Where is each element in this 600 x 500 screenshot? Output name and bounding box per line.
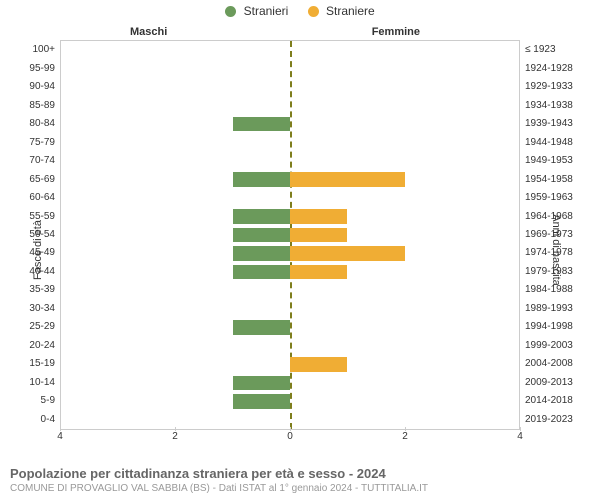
row-70-74: 70-741949-1953 <box>61 152 519 170</box>
legend-female: Straniere <box>308 4 375 18</box>
birth-label: 1984-1988 <box>519 285 573 295</box>
age-label: 75-79 <box>29 138 61 148</box>
birth-label: 1989-1993 <box>519 304 573 314</box>
row-50-54: 50-541969-1973 <box>61 226 519 244</box>
row-30-34: 30-341989-1993 <box>61 300 519 318</box>
birth-label: 1999-2003 <box>519 341 573 351</box>
birth-label: 2014-2018 <box>519 396 573 406</box>
age-label: 45-49 <box>29 248 61 258</box>
xtick-label: 0 <box>287 431 293 442</box>
age-label: 80-84 <box>29 119 61 129</box>
bar-male <box>233 265 290 279</box>
row-15-19: 15-192004-2008 <box>61 355 519 373</box>
age-label: 70-74 <box>29 156 61 166</box>
row-85-89: 85-891934-1938 <box>61 96 519 114</box>
age-label: 55-59 <box>29 212 61 222</box>
birth-label: 1939-1943 <box>519 119 573 129</box>
birth-label: 1979-1983 <box>519 267 573 277</box>
bar-male <box>233 394 290 408</box>
row-100+: 100+≤ 1923 <box>61 41 519 59</box>
birth-label: 2004-2008 <box>519 359 573 369</box>
age-label: 35-39 <box>29 285 61 295</box>
bar-female <box>290 209 347 223</box>
xtick-label: 2 <box>402 431 408 442</box>
xtick-label: 4 <box>57 431 63 442</box>
age-label: 100+ <box>32 45 61 55</box>
bar-male <box>233 228 290 242</box>
xtick-label: 2 <box>172 431 178 442</box>
row-95-99: 95-991924-1928 <box>61 59 519 77</box>
chart-title: Popolazione per cittadinanza straniera p… <box>10 466 590 481</box>
legend-female-label: Straniere <box>326 4 375 18</box>
xtick-label: 4 <box>517 431 523 442</box>
age-label: 65-69 <box>29 175 61 185</box>
x-axis: 4 2 0 2 4 <box>60 431 520 445</box>
legend-male-label: Stranieri <box>244 4 289 18</box>
birth-label: 1959-1963 <box>519 193 573 203</box>
legend-male: Stranieri <box>225 4 288 18</box>
bar-male <box>233 172 290 186</box>
birth-label: 1924-1928 <box>519 64 573 74</box>
age-label: 0-4 <box>41 415 61 425</box>
population-pyramid-chart: Stranieri Straniere Maschi Femmine Fasce… <box>0 0 600 500</box>
birth-label: 2019-2023 <box>519 415 573 425</box>
birth-label: 1934-1938 <box>519 101 573 111</box>
bar-male <box>233 117 290 131</box>
chart-subtitle: COMUNE DI PROVAGLIO VAL SABBIA (BS) - Da… <box>10 483 590 494</box>
legend: Stranieri Straniere <box>0 4 600 18</box>
row-80-84: 80-841939-1943 <box>61 115 519 133</box>
row-75-79: 75-791944-1948 <box>61 133 519 151</box>
birth-label: 1954-1958 <box>519 175 573 185</box>
bar-female <box>290 246 405 260</box>
age-label: 10-14 <box>29 378 61 388</box>
bar-female <box>290 228 347 242</box>
row-25-29: 25-291994-1998 <box>61 318 519 336</box>
age-label: 30-34 <box>29 304 61 314</box>
age-label: 15-19 <box>29 359 61 369</box>
row-40-44: 40-441979-1983 <box>61 263 519 281</box>
birth-label: 1994-1998 <box>519 322 573 332</box>
birth-label: 1944-1948 <box>519 138 573 148</box>
birth-label: 1969-1973 <box>519 230 573 240</box>
birth-label: 1949-1953 <box>519 156 573 166</box>
footer: Popolazione per cittadinanza straniera p… <box>10 466 590 494</box>
birth-label: 1964-1968 <box>519 212 573 222</box>
bar-female <box>290 265 347 279</box>
birth-label: 1929-1933 <box>519 82 573 92</box>
row-35-39: 35-391984-1988 <box>61 281 519 299</box>
age-label: 60-64 <box>29 193 61 203</box>
birth-label: ≤ 1923 <box>519 45 556 55</box>
row-20-24: 20-241999-2003 <box>61 337 519 355</box>
row-90-94: 90-941929-1933 <box>61 78 519 96</box>
bar-male <box>233 209 290 223</box>
row-65-69: 65-691954-1958 <box>61 170 519 188</box>
legend-female-swatch <box>308 6 319 17</box>
row-10-14: 10-142009-2013 <box>61 374 519 392</box>
age-label: 20-24 <box>29 341 61 351</box>
row-55-59: 55-591964-1968 <box>61 207 519 225</box>
age-label: 85-89 <box>29 101 61 111</box>
legend-male-swatch <box>225 6 236 17</box>
age-label: 50-54 <box>29 230 61 240</box>
header-female: Femmine <box>372 26 420 38</box>
row-45-49: 45-491974-1978 <box>61 244 519 262</box>
bar-male <box>233 320 290 334</box>
bar-male <box>233 376 290 390</box>
age-label: 5-9 <box>41 396 61 406</box>
bar-female <box>290 172 405 186</box>
birth-label: 1974-1978 <box>519 248 573 258</box>
header-male: Maschi <box>130 26 167 38</box>
row-5-9: 5-92014-2018 <box>61 392 519 410</box>
row-60-64: 60-641959-1963 <box>61 189 519 207</box>
age-label: 95-99 <box>29 64 61 74</box>
age-label: 25-29 <box>29 322 61 332</box>
age-label: 90-94 <box>29 82 61 92</box>
age-label: 40-44 <box>29 267 61 277</box>
bar-female <box>290 357 347 371</box>
birth-label: 2009-2013 <box>519 378 573 388</box>
plot-area: 100+≤ 192395-991924-192890-941929-193385… <box>60 40 520 430</box>
bar-male <box>233 246 290 260</box>
